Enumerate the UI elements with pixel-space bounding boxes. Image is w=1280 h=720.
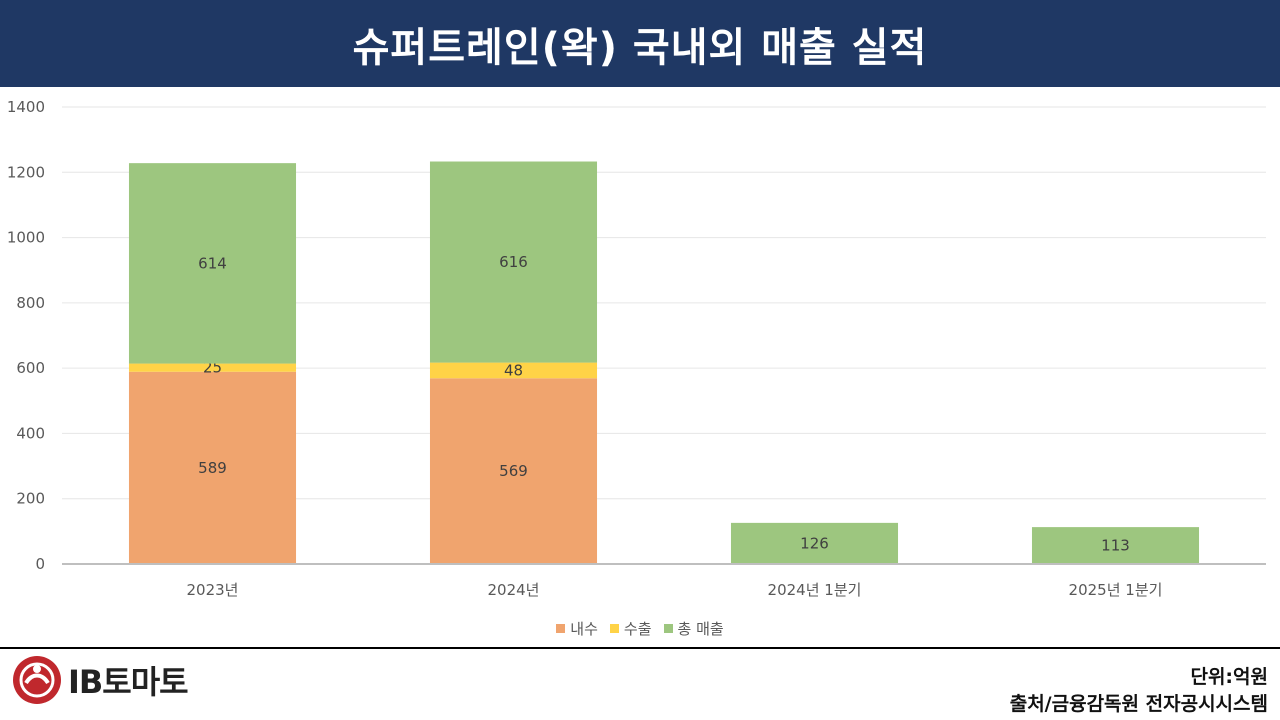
source-note: 출처/금융감독원 전자공시시스템 <box>1009 693 1268 715</box>
legend-item: 내수 <box>556 618 598 639</box>
data-label: 569 <box>499 462 528 480</box>
bar-segment <box>429 161 598 363</box>
data-label: 616 <box>499 253 528 271</box>
legend-label: 수출 <box>623 620 652 638</box>
chart-area: 0 200 400 600 800 1000 1200 1400 589 25 614 2023년 56… <box>0 87 1280 647</box>
y-tick-label: 200 <box>16 490 45 508</box>
y-tick-label: 1000 <box>7 229 45 247</box>
y-tick-label: 1400 <box>7 98 45 116</box>
legend-swatch <box>556 624 566 633</box>
y-tick-label: 1200 <box>7 163 45 181</box>
ib-tomato-logo: IB토마토 <box>12 655 189 705</box>
bar-segment <box>128 163 297 364</box>
y-tick-label: 0 <box>35 555 45 573</box>
legend-label: 내수 <box>570 620 598 638</box>
data-label: 113 <box>1101 537 1130 555</box>
y-tick-label: 400 <box>16 424 45 442</box>
x-tick-label: 2024년 <box>488 581 540 599</box>
stacked-bar-chart: 0200400600800100012001400589256142023년56… <box>7 98 1266 599</box>
y-tick-label: 600 <box>16 359 45 377</box>
legend-label: 총 매출 <box>677 620 724 638</box>
x-tick-label: 2025년 1분기 <box>1069 581 1163 599</box>
legend-swatch <box>609 624 619 633</box>
data-label: 48 <box>504 361 523 379</box>
bar-segment <box>429 378 598 564</box>
logo-wordmark: IB토마토 <box>68 663 189 701</box>
legend-item: 총 매출 <box>663 618 724 639</box>
bar-segment <box>730 522 899 564</box>
title-bar: 슈퍼트레인(왁) 국내외 매출 실적 <box>0 0 1280 87</box>
data-label: 126 <box>800 534 829 552</box>
legend-swatch <box>663 624 673 633</box>
y-tick-label: 800 <box>16 294 45 312</box>
chart-legend: 내수 수출 총 매출 <box>0 618 1280 639</box>
data-label: 589 <box>198 459 227 477</box>
footer-divider <box>0 647 1280 649</box>
page-title: 슈퍼트레인(왁) 국내외 매출 실적 <box>352 24 928 71</box>
x-tick-label: 2024년 1분기 <box>768 581 862 599</box>
bar-segment <box>429 362 598 379</box>
bar-segment <box>1031 527 1200 564</box>
unit-note: 단위:억원 <box>1190 666 1268 688</box>
tomato-logo-icon <box>13 656 61 704</box>
bar-segment <box>128 371 297 564</box>
data-label: 614 <box>198 254 227 272</box>
x-tick-label: 2023년 <box>187 581 239 599</box>
bar-segment <box>128 363 297 372</box>
legend-item: 수출 <box>609 618 652 639</box>
